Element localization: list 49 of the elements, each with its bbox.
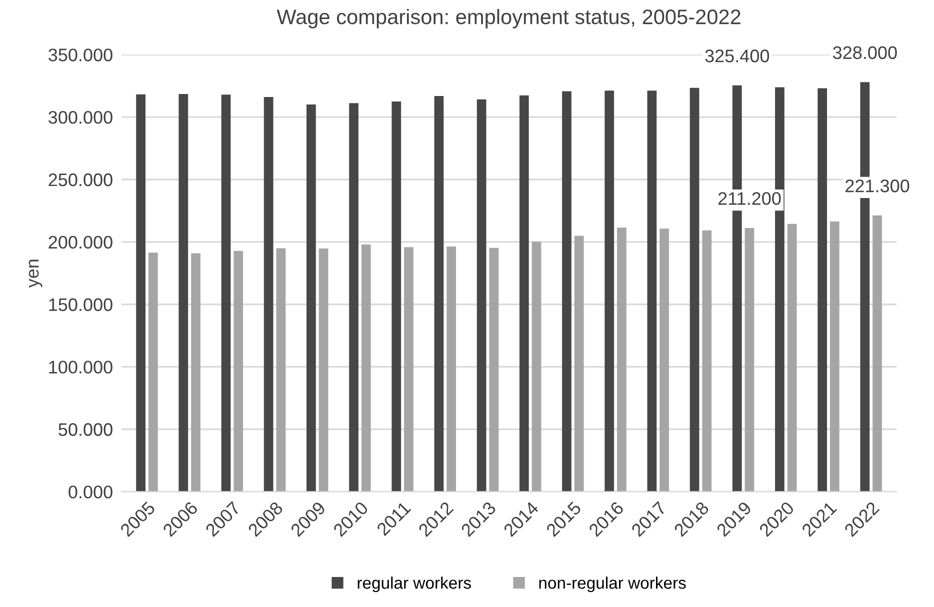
bar <box>434 96 444 492</box>
y-axis-title: yen <box>28 260 42 288</box>
bar <box>872 215 882 492</box>
bar <box>136 94 146 492</box>
bar <box>276 248 286 492</box>
bar <box>476 99 486 492</box>
bar <box>562 91 572 492</box>
y-tick-label: 50.000 <box>58 423 112 436</box>
bar <box>306 104 316 492</box>
bar <box>264 96 274 492</box>
data-label: 325.400 <box>705 50 770 62</box>
bar <box>830 221 840 492</box>
bar <box>519 95 529 492</box>
y-tick-label: 100.000 <box>49 360 112 374</box>
bar <box>191 253 200 492</box>
y-tick-label: 200.000 <box>48 236 112 249</box>
bar <box>361 244 371 492</box>
bar <box>404 247 414 492</box>
bar <box>647 90 657 492</box>
bar <box>617 228 626 492</box>
bar <box>446 246 456 492</box>
y-tick-label: 350.000 <box>48 48 112 62</box>
y-tick-label: 0.000 <box>68 486 112 498</box>
bar <box>532 242 542 492</box>
bar <box>744 228 754 492</box>
bar <box>234 250 244 492</box>
bar <box>349 103 358 492</box>
bar <box>392 101 402 492</box>
bar <box>148 252 158 492</box>
bar <box>702 230 712 492</box>
bar <box>660 228 669 492</box>
bar <box>318 248 328 492</box>
data-label: 211.200 <box>718 192 781 205</box>
bar <box>787 224 797 492</box>
legend-label: regular workers <box>358 576 471 592</box>
bar <box>178 94 188 492</box>
bar <box>604 90 614 492</box>
chart-title: Wage comparison: employment status, 2005-2022 <box>276 8 740 28</box>
y-tick-label: 150.000 <box>49 298 112 312</box>
bar <box>818 88 827 492</box>
y-tick-label: 250.000 <box>48 173 112 186</box>
bar <box>690 88 700 492</box>
data-label: 328.000 <box>832 46 897 60</box>
legend-label: non-regular workers <box>539 576 686 592</box>
bar <box>574 236 584 492</box>
y-tick-label: 300.000 <box>48 111 112 124</box>
data-label: 221.300 <box>846 180 910 192</box>
bar <box>489 248 499 492</box>
bar <box>221 94 231 492</box>
